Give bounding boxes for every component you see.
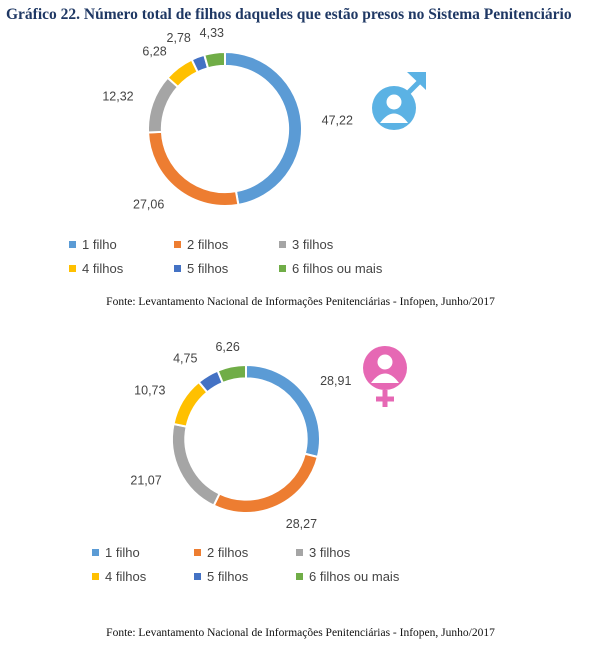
chart-title: Gráfico 22. Número total de filhos daque…: [6, 6, 572, 23]
legend-swatch: [69, 241, 76, 248]
legend-label: 6 filhos ou mais: [292, 261, 383, 276]
legend-swatch: [92, 573, 99, 580]
source-note-1: Fonte: Levantamento Nacional de Informaç…: [106, 296, 495, 308]
slice-1: [224, 50, 303, 206]
data-label: 21,07: [130, 474, 161, 488]
legend-swatch: [174, 265, 181, 272]
legend-swatch: [296, 549, 303, 556]
legend-swatch: [69, 265, 76, 272]
slice-6: [216, 363, 247, 385]
legend-swatch: [279, 241, 286, 248]
legend-label: 1 filho: [105, 545, 140, 560]
slice-3: [147, 76, 180, 134]
data-label: 28,91: [320, 374, 351, 388]
male-symbol-icon: [372, 72, 426, 130]
legend-label: 6 filhos ou mais: [309, 569, 400, 584]
legend-swatch: [279, 265, 286, 272]
slice-6: [203, 50, 226, 70]
legend-label: 5 filhos: [187, 261, 229, 276]
legend-label: 5 filhos: [207, 569, 249, 584]
legend-label: 2 filhos: [207, 545, 249, 560]
data-label: 10,73: [134, 384, 165, 398]
slice-2: [147, 130, 240, 207]
slice-3: [171, 422, 221, 507]
slice-1: [245, 363, 321, 459]
legend-swatch: [296, 573, 303, 580]
source-note-2: Fonte: Levantamento Nacional de Informaç…: [106, 627, 495, 639]
legend-label: 3 filhos: [292, 237, 334, 252]
data-label: 47,22: [322, 114, 353, 128]
legend-label: 2 filhos: [187, 237, 229, 252]
female-symbol-icon: [363, 346, 407, 407]
data-label: 4,75: [173, 352, 197, 366]
data-label: 12,32: [102, 89, 133, 103]
legend-swatch: [194, 573, 201, 580]
data-label: 27,06: [133, 198, 164, 212]
legend-label: 4 filhos: [82, 261, 124, 276]
legend-label: 4 filhos: [105, 569, 147, 584]
data-label: 28,27: [286, 517, 317, 531]
legend-swatch: [174, 241, 181, 248]
legend-label: 3 filhos: [309, 545, 351, 560]
data-label: 4,33: [200, 26, 224, 40]
slice-2: [212, 452, 319, 514]
legend-label: 1 filho: [82, 237, 117, 252]
donut-chart-female: 28,91 28,27 21,07 10,73 4,75 6,26 1 filho 2 fil…: [92, 340, 407, 584]
donut-chart-male: 47,22 27,06 12,32 6,282,78 4,33 1 filho 2 filh…: [69, 26, 426, 276]
data-label: 2,78: [167, 31, 191, 45]
legend-swatch: [92, 549, 99, 556]
data-label: 6,26: [215, 340, 239, 354]
data-label: 6,28: [142, 44, 166, 58]
legend-swatch: [194, 549, 201, 556]
slice-4: [172, 380, 209, 428]
